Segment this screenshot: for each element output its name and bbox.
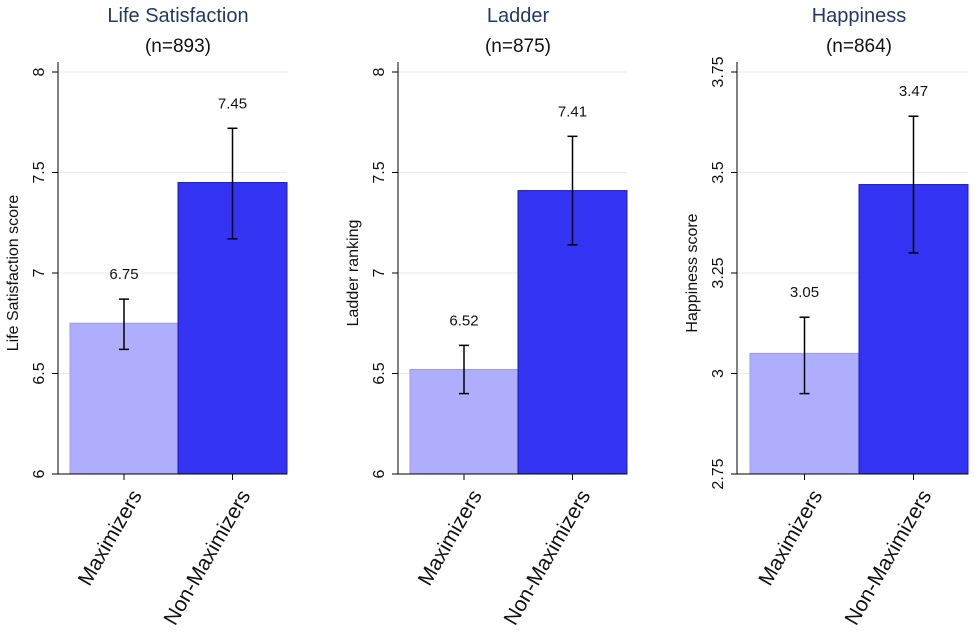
chart-subtitle: (n=864) [826,36,892,57]
y-axis-label: Ladder ranking [345,220,362,327]
x-tick-label: Non-Maximizers [500,486,596,629]
y-tick-label: 6.5 [371,362,388,384]
data-label: 3.05 [790,284,819,301]
y-tick-label: 6 [371,469,388,478]
data-label: 7.45 [218,95,247,112]
data-label: 7.41 [558,103,587,120]
y-axis-label: Life Satisfaction score [5,195,22,352]
y-tick-label: 8 [371,67,388,76]
x-tick-label: Maximizers [74,486,147,589]
data-label: 3.47 [899,83,928,100]
x-tick-label: Maximizers [414,486,487,589]
x-tick-label: Maximizers [754,486,827,589]
y-tick-label: 3.75 [710,56,727,87]
y-tick-label: 7.5 [371,161,388,183]
data-label: 6.52 [449,312,478,329]
chart-subtitle: (n=875) [485,36,551,57]
chart-title: Happiness [812,5,907,27]
x-tick-label: Non-Maximizers [160,486,256,629]
y-tick-label: 6.5 [31,362,48,384]
y-tick-label: 3 [710,369,727,378]
y-tick-label: 3.5 [710,161,727,183]
y-tick-label: 7 [31,268,48,277]
chart-subtitle: (n=893) [145,36,211,57]
y-tick-label: 7 [371,268,388,277]
y-tick-label: 7.5 [31,161,48,183]
data-label: 6.75 [109,266,138,283]
x-tick-label: Non-Maximizers [841,486,937,629]
y-tick-label: 3.25 [710,257,727,288]
y-tick-label: 6 [31,469,48,478]
y-axis-label: Happiness score [684,213,701,332]
chart-title: Life Satisfaction [107,5,248,27]
y-tick-label: 8 [31,67,48,76]
y-tick-label: 2.75 [710,458,727,489]
chart-title: Ladder [487,5,550,27]
